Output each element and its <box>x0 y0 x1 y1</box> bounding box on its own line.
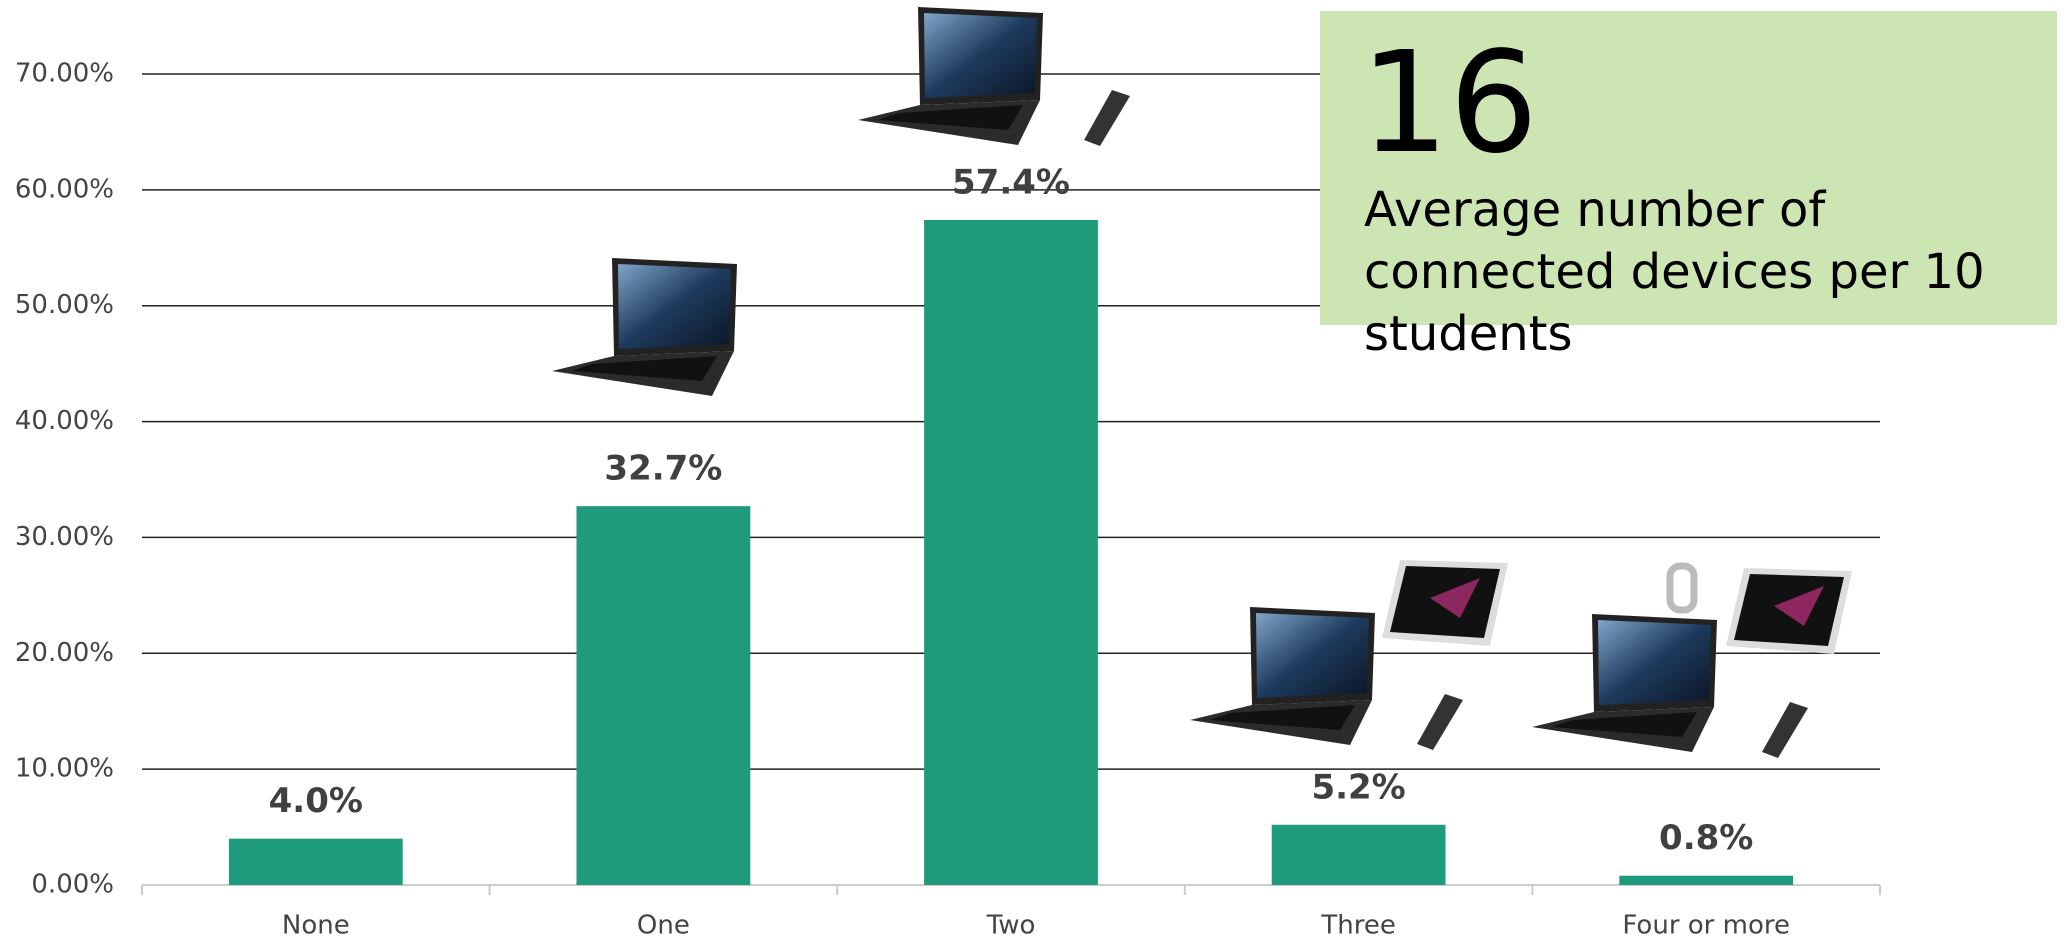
x-tick-label: None <box>282 911 350 941</box>
value-label: 4.0% <box>269 781 363 821</box>
callout-box: 16 Average number of connected devices p… <box>1320 11 2057 325</box>
callout-number: 16 <box>1360 29 1538 179</box>
y-tick-label: 50.00% <box>15 290 114 320</box>
y-tick-label: 0.00% <box>31 870 114 900</box>
value-label: 5.2% <box>1311 767 1405 807</box>
y-tick-label: 20.00% <box>15 638 114 668</box>
bar <box>924 220 1098 885</box>
bar <box>229 839 403 885</box>
callout-text: Average number of connected devices per … <box>1364 179 2044 365</box>
y-tick-label: 60.00% <box>15 174 114 204</box>
value-label: 32.7% <box>604 449 722 489</box>
bar <box>1272 825 1446 885</box>
bar <box>1619 876 1793 885</box>
x-tick-label: Two <box>986 911 1036 941</box>
y-tick-label: 70.00% <box>15 59 114 89</box>
value-label: 57.4% <box>952 162 1070 202</box>
value-label: 0.8% <box>1659 818 1753 858</box>
y-tick-label: 30.00% <box>15 522 114 552</box>
x-tick-label: One <box>637 911 690 941</box>
y-tick-label: 10.00% <box>15 754 114 784</box>
x-tick-label: Four or more <box>1622 911 1790 941</box>
x-tick-label: Three <box>1320 911 1395 941</box>
bar <box>577 506 751 885</box>
y-tick-label: 40.00% <box>15 406 114 436</box>
page: 0.00% 10.00% 20.00% 30.00% 40.00% 50.00% 60.00… <box>0 0 2062 943</box>
